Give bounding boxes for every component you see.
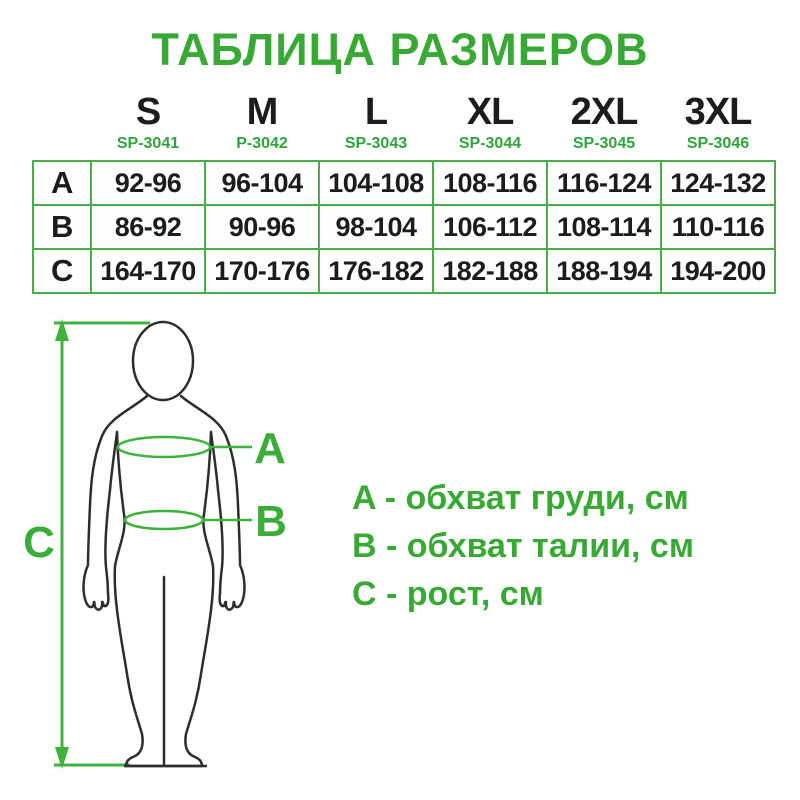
table-cell: 96-104: [206, 162, 318, 204]
product-code: P-3042: [236, 134, 288, 152]
product-code: SP-3043: [344, 134, 408, 152]
table-cell: 110-116: [662, 206, 774, 248]
product-code: SP-3044: [458, 134, 522, 152]
table-cell: 194-200: [662, 250, 774, 292]
left-arm-outline: [82, 394, 149, 611]
size-table: A 92-96 96-104 104-108 108-116 116-124 1…: [32, 160, 776, 294]
table-cell: 176-182: [320, 250, 432, 292]
product-code: SP-3041: [116, 134, 180, 152]
size-name: 3XL: [684, 91, 753, 133]
row-label: A: [34, 162, 90, 204]
size-column-header: M P-3042: [206, 91, 318, 153]
legend-waist: B - обхват талии, см: [352, 527, 694, 565]
table-cell: 90-96: [206, 206, 318, 248]
size-column-header: S SP-3041: [92, 91, 204, 153]
human-figure-outline: [82, 394, 246, 768]
chest-ellipse: [116, 435, 212, 459]
size-column-header: L SP-3043: [320, 91, 432, 153]
table-cell: 108-114: [548, 206, 660, 248]
row-label: C: [34, 250, 90, 292]
row-label: B: [34, 206, 90, 248]
table-cell: 98-104: [320, 206, 432, 248]
size-name: L: [364, 91, 388, 133]
table-cell: 164-170: [92, 250, 204, 292]
table-cell: 108-116: [434, 162, 546, 204]
table-cell: 188-194: [548, 250, 660, 292]
size-name: 2XL: [570, 91, 639, 133]
measurement-legend: A - обхват груди, см B - обхват талии, с…: [352, 474, 694, 618]
size-table-header: S SP-3041 M P-3042 L SP-3043 XL SP-3044 …: [32, 91, 776, 153]
header-spacer: [34, 92, 90, 153]
table-cell: 170-176: [206, 250, 318, 292]
size-name: S: [135, 91, 161, 133]
table-cell: 86-92: [92, 206, 204, 248]
size-name: M: [246, 91, 279, 133]
figure-label-chest: A: [254, 424, 286, 473]
arrow-up-icon: [55, 319, 69, 341]
size-column-header: 2XL SP-3045: [548, 91, 660, 153]
body-measurement-diagram: A B C: [23, 319, 287, 769]
table-cell: 182-188: [434, 250, 546, 292]
table-cell: 116-124: [548, 162, 660, 204]
head-outline: [131, 320, 195, 402]
legend-chest: A - обхват груди, см: [352, 479, 689, 517]
figure-label-height: C: [23, 518, 55, 567]
height-measure-line: [54, 321, 150, 767]
size-column-header: XL SP-3044: [434, 91, 546, 153]
table-cell: 92-96: [92, 162, 204, 204]
left-torso-leg-outline: [113, 430, 165, 768]
arrow-down-icon: [55, 747, 69, 769]
waist-ellipse: [123, 509, 205, 531]
figure-label-waist: B: [255, 497, 287, 546]
right-torso-leg-outline: [163, 430, 215, 768]
table-cell: 104-108: [320, 162, 432, 204]
size-column-header: 3XL SP-3046: [662, 91, 774, 153]
table-cell: 124-132: [662, 162, 774, 204]
table-cell: 106-112: [434, 206, 546, 248]
size-name: XL: [466, 91, 515, 133]
product-code: SP-3046: [686, 134, 750, 152]
product-code: SP-3045: [572, 134, 636, 152]
right-arm-outline: [179, 394, 246, 611]
page-title: ТАБЛИЦА РАЗМЕРОВ: [151, 24, 649, 75]
legend-height: C - рост, см: [352, 575, 544, 613]
